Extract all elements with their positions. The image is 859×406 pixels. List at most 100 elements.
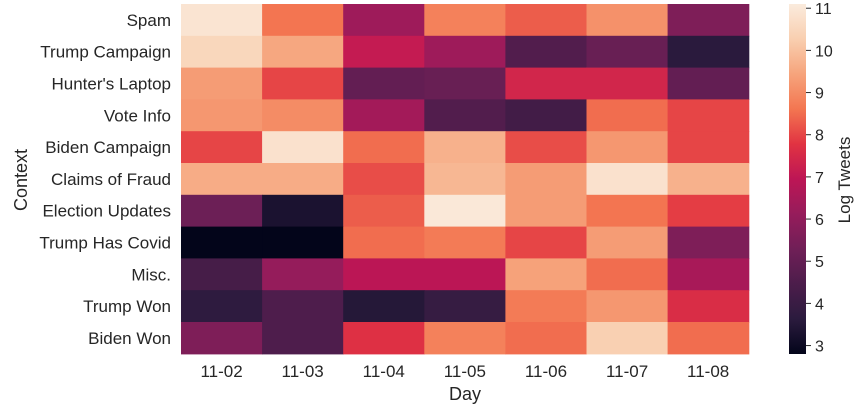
colorbar-tick-label: 4 xyxy=(815,296,824,313)
heatmap-cell xyxy=(424,163,506,196)
heatmap-cell xyxy=(181,194,263,228)
heatmap-cell xyxy=(343,131,425,164)
heatmap-cell xyxy=(505,163,588,196)
heatmap-cell xyxy=(505,226,588,259)
colorbar xyxy=(789,4,806,354)
heatmap-cell xyxy=(667,194,750,228)
colorbar-tick-label: 7 xyxy=(815,170,824,187)
heatmap-cell xyxy=(181,35,263,69)
x-tick-label: 11-04 xyxy=(363,362,405,381)
x-tick-label: 11-06 xyxy=(525,362,567,381)
y-tick-label: Election Updates xyxy=(42,202,171,221)
heatmap-cell xyxy=(343,290,425,323)
y-tick-labels: Spam Trump Campaign Hunter's Laptop Vote In… xyxy=(39,11,171,348)
heatmap-cell xyxy=(424,290,506,323)
heatmap-cell xyxy=(181,131,263,164)
heatmap-cell xyxy=(667,226,750,259)
y-tick-label: Claims of Fraud xyxy=(51,170,171,189)
heatmap-cell xyxy=(505,258,588,291)
colorbar-tick-label: 9 xyxy=(815,86,824,103)
y-tick-label: Misc. xyxy=(131,265,171,284)
x-axis-label: Day xyxy=(449,384,481,404)
heatmap-cell xyxy=(343,35,425,69)
x-tick-label: 11-08 xyxy=(687,362,729,381)
heatmap-cell xyxy=(667,131,750,164)
heatmap-cell xyxy=(505,322,588,355)
heatmap-cell xyxy=(586,194,669,228)
colorbar-label: Log Tweets xyxy=(835,137,854,224)
heatmap-cell xyxy=(262,322,344,355)
y-axis-label: Context xyxy=(11,149,31,211)
x-tick-label: 11-02 xyxy=(200,362,242,381)
heatmap-cell xyxy=(586,258,669,291)
heatmap-cell xyxy=(343,322,425,355)
heatmap-cell xyxy=(586,322,669,355)
heatmap-cell xyxy=(667,290,750,323)
heatmap-cell xyxy=(586,226,669,259)
heatmap-cell xyxy=(262,194,344,228)
heatmap-cell xyxy=(424,194,506,228)
y-tick-label: Biden Won xyxy=(88,329,171,348)
heatmap-cell xyxy=(262,35,344,69)
x-tick-label: 11-07 xyxy=(606,362,648,381)
heatmap-cell xyxy=(181,226,263,259)
heatmap-cell xyxy=(505,4,588,37)
heatmap-cells xyxy=(181,4,750,355)
heatmap-cell xyxy=(667,35,750,69)
heatmap-cell xyxy=(424,67,506,100)
heatmap-cell xyxy=(262,131,344,164)
heatmap-cell xyxy=(181,258,263,291)
heatmap-cell xyxy=(505,35,588,69)
heatmap-cell xyxy=(181,99,263,132)
heatmap-cell xyxy=(343,258,425,291)
y-tick-label: Biden Campaign xyxy=(45,138,171,157)
heatmap-cell xyxy=(505,99,588,132)
heatmap-cell xyxy=(343,99,425,132)
colorbar-ticks: 3 4 5 6 7 8 9 10 11 xyxy=(806,1,833,356)
x-tick-label: 11-03 xyxy=(282,362,324,381)
heatmap-cell xyxy=(505,194,588,228)
heatmap-cell xyxy=(667,67,750,100)
heatmap-cell xyxy=(424,131,506,164)
heatmap-cell xyxy=(424,4,506,37)
heatmap-cell xyxy=(586,4,669,37)
heatmap-cell xyxy=(181,322,263,355)
heatmap-cell xyxy=(424,35,506,69)
colorbar-tick-label: 8 xyxy=(815,128,824,145)
y-tick-label: Trump Has Covid xyxy=(39,234,171,253)
heatmap-cell xyxy=(262,67,344,100)
heatmap-cell xyxy=(343,67,425,100)
heatmap-cell xyxy=(262,163,344,196)
heatmap-cell xyxy=(181,163,263,196)
colorbar-tick-label: 5 xyxy=(815,254,824,271)
heatmap-cell xyxy=(505,131,588,164)
heatmap-cell xyxy=(262,4,344,37)
heatmap-cell xyxy=(667,99,750,132)
heatmap-cell xyxy=(424,322,506,355)
heatmap-cell xyxy=(667,4,750,37)
x-tick-labels: 11-02 11-03 11-04 11-05 11-06 11-07 11-08 xyxy=(200,362,729,381)
heatmap-cell xyxy=(424,99,506,132)
heatmap-cell xyxy=(505,290,588,323)
heatmap-cell xyxy=(586,67,669,100)
heatmap-cell xyxy=(667,322,750,355)
y-tick-label: Vote Info xyxy=(104,106,171,125)
heatmap-cell xyxy=(667,258,750,291)
heatmap-cell xyxy=(586,163,669,196)
y-tick-label: Trump Campaign xyxy=(40,43,171,62)
heatmap-cell xyxy=(262,226,344,259)
y-tick-label: Trump Won xyxy=(83,297,171,316)
heatmap-cell xyxy=(343,4,425,37)
heatmap-cell xyxy=(343,163,425,196)
y-tick-label: Hunter's Laptop xyxy=(52,75,172,94)
heatmap-cell xyxy=(424,226,506,259)
y-tick-label: Spam xyxy=(127,11,171,30)
heatmap-cell xyxy=(586,131,669,164)
heatmap-cell xyxy=(181,290,263,323)
colorbar-tick-label: 10 xyxy=(815,43,833,60)
heatmap-cell xyxy=(586,290,669,323)
colorbar-tick-label: 11 xyxy=(815,1,832,18)
heatmap-cell xyxy=(343,226,425,259)
heatmap-cell xyxy=(181,4,263,37)
